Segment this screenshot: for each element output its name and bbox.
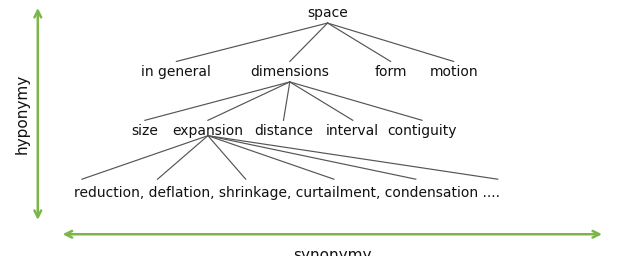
Text: motion: motion xyxy=(429,65,478,79)
Text: form: form xyxy=(374,65,407,79)
Text: interval: interval xyxy=(326,124,379,137)
Text: reduction, deflation, shrinkage, curtailment, condensation ....: reduction, deflation, shrinkage, curtail… xyxy=(74,186,500,200)
Text: space: space xyxy=(307,6,348,20)
Text: distance: distance xyxy=(254,124,313,137)
Text: size: size xyxy=(132,124,158,137)
Text: in general: in general xyxy=(142,65,211,79)
Text: expansion: expansion xyxy=(173,124,243,137)
Text: hyponymy: hyponymy xyxy=(14,74,30,154)
Text: synonymy: synonymy xyxy=(293,248,372,256)
Text: contiguity: contiguity xyxy=(387,124,457,137)
Text: dimensions: dimensions xyxy=(250,65,329,79)
